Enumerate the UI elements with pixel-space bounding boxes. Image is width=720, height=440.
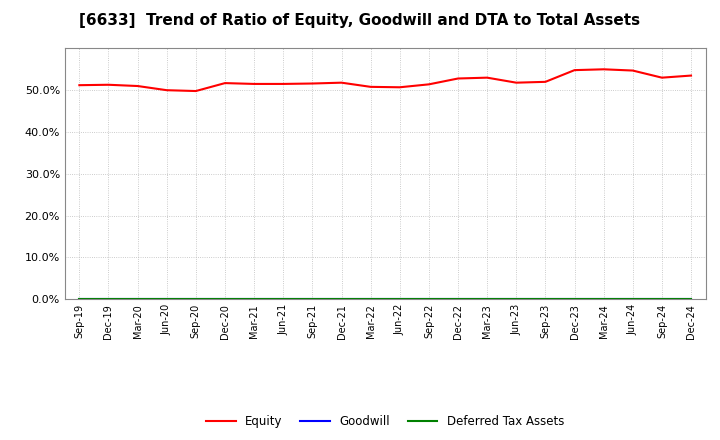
Equity [308,81,317,86]
Goodwill [425,297,433,302]
Goodwill [541,297,550,302]
Deferred Tax Assets [192,297,200,302]
Legend: Equity, Goodwill, Deferred Tax Assets: Equity, Goodwill, Deferred Tax Assets [202,411,569,433]
Equity [279,81,287,87]
Deferred Tax Assets [657,297,666,302]
Equity [220,81,229,86]
Goodwill [163,297,171,302]
Goodwill [512,297,521,302]
Deferred Tax Assets [337,297,346,302]
Equity [104,82,113,88]
Equity [570,67,579,73]
Equity [395,84,404,90]
Equity [75,83,84,88]
Deferred Tax Assets [512,297,521,302]
Text: [6633]  Trend of Ratio of Equity, Goodwill and DTA to Total Assets: [6633] Trend of Ratio of Equity, Goodwil… [79,13,641,28]
Goodwill [454,297,462,302]
Deferred Tax Assets [570,297,579,302]
Equity [512,80,521,85]
Deferred Tax Assets [366,297,375,302]
Goodwill [133,297,142,302]
Equity [192,88,200,94]
Goodwill [687,297,696,302]
Goodwill [192,297,200,302]
Deferred Tax Assets [308,297,317,302]
Equity [687,73,696,78]
Equity [657,75,666,80]
Deferred Tax Assets [279,297,287,302]
Equity [454,76,462,81]
Equity [425,82,433,87]
Goodwill [483,297,492,302]
Goodwill [308,297,317,302]
Goodwill [220,297,229,302]
Equity [629,68,637,73]
Goodwill [279,297,287,302]
Goodwill [657,297,666,302]
Goodwill [570,297,579,302]
Equity [483,75,492,80]
Equity [250,81,258,87]
Equity [541,79,550,84]
Deferred Tax Assets [250,297,258,302]
Deferred Tax Assets [541,297,550,302]
Deferred Tax Assets [395,297,404,302]
Equity [337,80,346,85]
Equity [599,66,608,72]
Equity [366,84,375,89]
Equity [163,88,171,93]
Goodwill [366,297,375,302]
Goodwill [104,297,113,302]
Line: Equity: Equity [79,69,691,91]
Deferred Tax Assets [454,297,462,302]
Deferred Tax Assets [220,297,229,302]
Deferred Tax Assets [133,297,142,302]
Deferred Tax Assets [629,297,637,302]
Deferred Tax Assets [425,297,433,302]
Goodwill [629,297,637,302]
Deferred Tax Assets [163,297,171,302]
Deferred Tax Assets [75,297,84,302]
Goodwill [395,297,404,302]
Deferred Tax Assets [104,297,113,302]
Goodwill [337,297,346,302]
Deferred Tax Assets [483,297,492,302]
Goodwill [599,297,608,302]
Deferred Tax Assets [599,297,608,302]
Goodwill [250,297,258,302]
Goodwill [75,297,84,302]
Equity [133,84,142,89]
Deferred Tax Assets [687,297,696,302]
